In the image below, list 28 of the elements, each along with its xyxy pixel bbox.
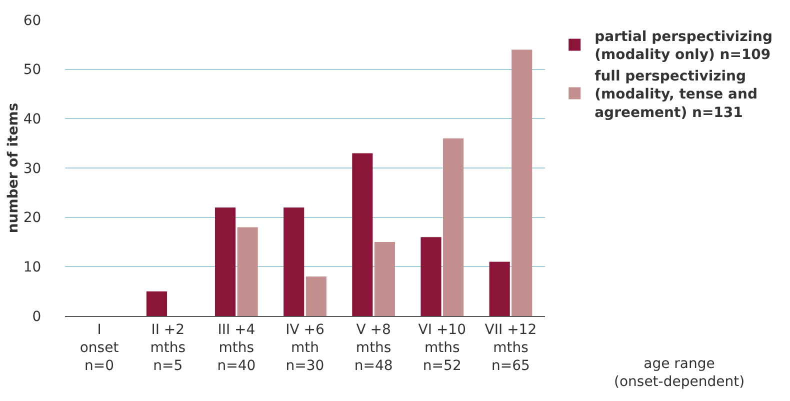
bar [512,50,532,316]
x-axis-title: age range (onset-dependent) [614,356,745,390]
x-tick-label: III +4 mths n=40 [217,322,256,374]
x-tick-label: VI +10 mths n=52 [418,322,466,374]
y-tick-label: 50 [23,62,42,78]
x-tick-label: V +8 mths n=48 [354,322,393,374]
legend-label: full perspectivizing (modality, tense and agreement) n=131 [594,68,758,121]
bar [146,291,167,316]
bar [306,276,326,316]
bar [237,227,258,316]
bar [489,262,510,316]
bar [352,153,373,316]
y-tick-label: 20 [23,210,42,226]
x-tick-label: II +2 mths n=5 [150,322,186,374]
bar [420,237,442,316]
bar [284,207,304,316]
y-tick-label: 40 [23,112,42,128]
bar [443,138,464,316]
y-tick-label: 10 [23,260,42,276]
x-tick-label: IV +6 mth n=30 [286,322,324,374]
y-tick-label: 0 [32,308,42,325]
bar [215,207,236,316]
x-tick-label: VII +12 mths n=65 [484,322,537,374]
y-axis-title: number of items [5,102,22,234]
y-tick-label: 60 [23,12,42,29]
bar [374,242,395,316]
x-tick-label: I onset n=0 [80,322,120,374]
y-tick-label: 30 [23,160,42,177]
